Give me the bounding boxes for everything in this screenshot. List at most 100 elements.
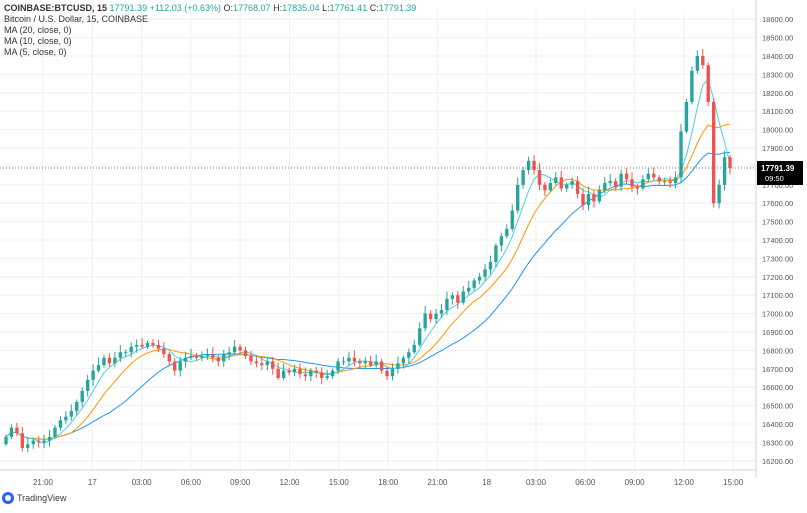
candle — [173, 361, 177, 371]
close-value: 17791.39 — [378, 3, 417, 13]
open-label: O: — [223, 3, 234, 13]
y-tick-label: 17900.00 — [762, 144, 793, 153]
candle — [341, 361, 346, 363]
candle — [499, 236, 504, 246]
y-tick-label: 18300.00 — [762, 70, 793, 79]
y-tick-label: 17500.00 — [762, 218, 793, 227]
candle — [662, 181, 667, 183]
y-tick-label: 17200.00 — [762, 273, 793, 282]
candle — [232, 346, 237, 353]
candle — [494, 245, 498, 263]
candle — [363, 361, 367, 364]
x-tick-label: 18:00 — [378, 478, 399, 487]
y-tick-label: 18200.00 — [762, 89, 793, 98]
legend-ma5[interactable]: MA (5, close, 0) — [4, 47, 67, 57]
brand-name: TradingView — [17, 493, 67, 503]
candle — [635, 186, 640, 189]
candle — [673, 177, 678, 183]
candle — [510, 210, 514, 229]
candle — [140, 344, 144, 347]
y-tick-label: 18400.00 — [762, 52, 793, 61]
candle — [521, 170, 525, 185]
candle — [320, 372, 324, 378]
candle — [450, 295, 455, 299]
candle — [238, 346, 242, 351]
candle — [483, 269, 487, 277]
candle — [85, 379, 90, 391]
candle — [124, 352, 128, 354]
x-tick-label: 15:00 — [329, 478, 350, 487]
candle — [309, 370, 313, 377]
x-tick-label: 12:00 — [674, 478, 695, 487]
candle — [36, 440, 41, 443]
x-tick-label: 21:00 — [427, 478, 448, 487]
high-label: H: — [273, 3, 283, 13]
candle — [189, 355, 193, 358]
candle — [352, 357, 357, 362]
candle — [47, 436, 52, 441]
x-tick-label: 12:00 — [279, 478, 300, 487]
x-tick-label: 09:00 — [625, 478, 646, 487]
low-value: 17761.41 — [329, 3, 368, 13]
x-tick-label: 06:00 — [575, 478, 596, 487]
candle — [412, 344, 416, 353]
change-text: +112.03 (+0.63%) — [149, 3, 221, 13]
y-tick-label: 17600.00 — [762, 199, 793, 208]
candle — [167, 354, 171, 362]
x-tick-label: 15:00 — [723, 478, 744, 487]
candle — [554, 177, 558, 183]
y-tick-label: 16700.00 — [762, 365, 793, 374]
candle — [532, 160, 536, 171]
candle — [706, 65, 710, 102]
candle — [516, 184, 520, 211]
candle — [42, 440, 46, 443]
candle — [548, 182, 553, 191]
candle — [624, 173, 629, 180]
candle — [630, 179, 634, 187]
last-price-label: 17791.39 — [761, 164, 795, 173]
y-tick-label: 18600.00 — [762, 15, 793, 24]
candle — [505, 228, 509, 237]
candle — [162, 348, 166, 355]
candle — [369, 361, 373, 366]
y-tick-label: 17100.00 — [762, 291, 793, 300]
candle — [428, 313, 433, 320]
candle — [722, 157, 727, 185]
legend-ma10[interactable]: MA (10, close, 0) — [4, 36, 72, 46]
candle — [439, 309, 444, 314]
candle — [20, 433, 25, 448]
candle — [9, 427, 14, 437]
y-tick-label: 18500.00 — [762, 34, 793, 43]
legend-title[interactable]: Bitcoin / U.S. Dollar, 15, COINBASE — [4, 14, 149, 24]
candle — [717, 184, 721, 204]
legend-ma20[interactable]: MA (20, close, 0) — [4, 25, 72, 35]
candle — [325, 376, 329, 378]
symbol-label[interactable]: COINBASE:BTCUSD, 15 — [4, 3, 108, 13]
candle — [15, 427, 19, 434]
countdown-label: 09:50 — [765, 174, 784, 183]
candle — [418, 328, 422, 345]
candle — [243, 350, 248, 356]
candle — [211, 354, 215, 358]
candle — [347, 357, 351, 362]
candle — [668, 181, 672, 183]
y-tick-label: 16500.00 — [762, 402, 793, 411]
tradingview-brand[interactable]: TradingView — [2, 492, 67, 504]
tradingview-logo-icon — [2, 492, 14, 504]
candle — [652, 173, 656, 178]
candle — [118, 352, 123, 358]
ohlc-header: COINBASE:BTCUSD, 15 17791.39 +112.03 (+0… — [4, 3, 416, 14]
candle — [608, 181, 612, 183]
candle — [695, 56, 700, 71]
candle — [543, 184, 547, 191]
candle — [227, 352, 231, 355]
x-tick-label: 03:00 — [132, 478, 153, 487]
candle — [570, 181, 574, 185]
candle — [407, 352, 411, 358]
candle — [75, 401, 79, 412]
candle — [4, 436, 8, 445]
candle — [298, 368, 302, 375]
candle — [401, 357, 406, 364]
